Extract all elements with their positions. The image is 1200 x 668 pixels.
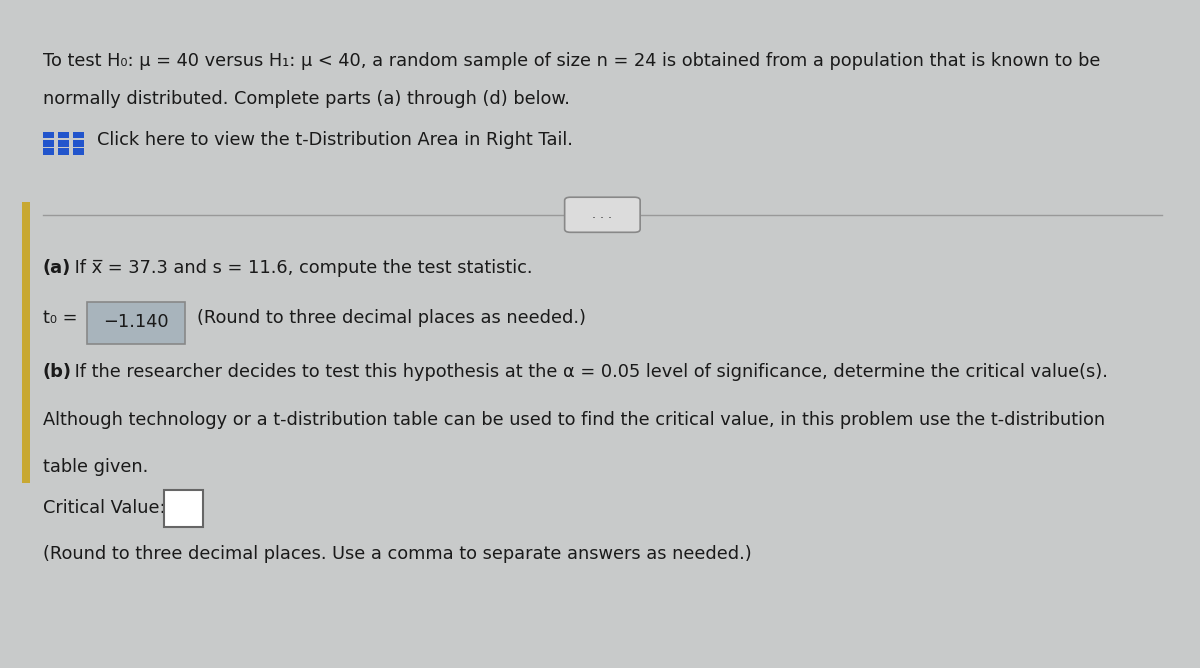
Text: −1.140: −1.140 xyxy=(103,313,169,331)
Bar xyxy=(58,132,70,138)
Text: (Round to three decimal places as needed.): (Round to three decimal places as needed… xyxy=(197,309,586,327)
Text: Although technology or a t-distribution table can be used to find the critical v: Although technology or a t-distribution … xyxy=(42,411,1105,429)
Text: table given.: table given. xyxy=(42,458,148,476)
Bar xyxy=(86,302,185,343)
Text: t₀ =: t₀ = xyxy=(42,309,77,327)
Bar xyxy=(73,132,84,138)
Bar xyxy=(58,140,70,146)
Text: To test H₀: μ = 40 versus H₁: μ < 40, a random sample of size n = 24 is obtained: To test H₀: μ = 40 versus H₁: μ < 40, a … xyxy=(42,52,1100,70)
Text: (b): (b) xyxy=(42,363,72,381)
Text: If the researcher decides to test this hypothesis at the α = 0.05 level of signi: If the researcher decides to test this h… xyxy=(70,363,1108,381)
Text: (a): (a) xyxy=(42,259,71,277)
Bar xyxy=(42,148,54,155)
Bar xyxy=(58,148,70,155)
Bar xyxy=(164,490,203,527)
Bar xyxy=(42,140,54,146)
Bar xyxy=(42,132,54,138)
Text: Critical Value:: Critical Value: xyxy=(42,498,166,516)
FancyBboxPatch shape xyxy=(565,197,640,232)
Bar xyxy=(22,202,30,483)
Text: (Round to three decimal places. Use a comma to separate answers as needed.): (Round to three decimal places. Use a co… xyxy=(42,545,751,563)
Text: . . .: . . . xyxy=(593,208,612,221)
Text: normally distributed. Complete parts (a) through (d) below.: normally distributed. Complete parts (a)… xyxy=(42,90,569,108)
Text: If x̅ = 37.3 and s = 11.6, compute the test statistic.: If x̅ = 37.3 and s = 11.6, compute the t… xyxy=(70,259,533,277)
Bar xyxy=(73,140,84,146)
Bar xyxy=(73,148,84,155)
Text: Click here to view the t-Distribution Area in Right Tail.: Click here to view the t-Distribution Ar… xyxy=(97,130,572,148)
